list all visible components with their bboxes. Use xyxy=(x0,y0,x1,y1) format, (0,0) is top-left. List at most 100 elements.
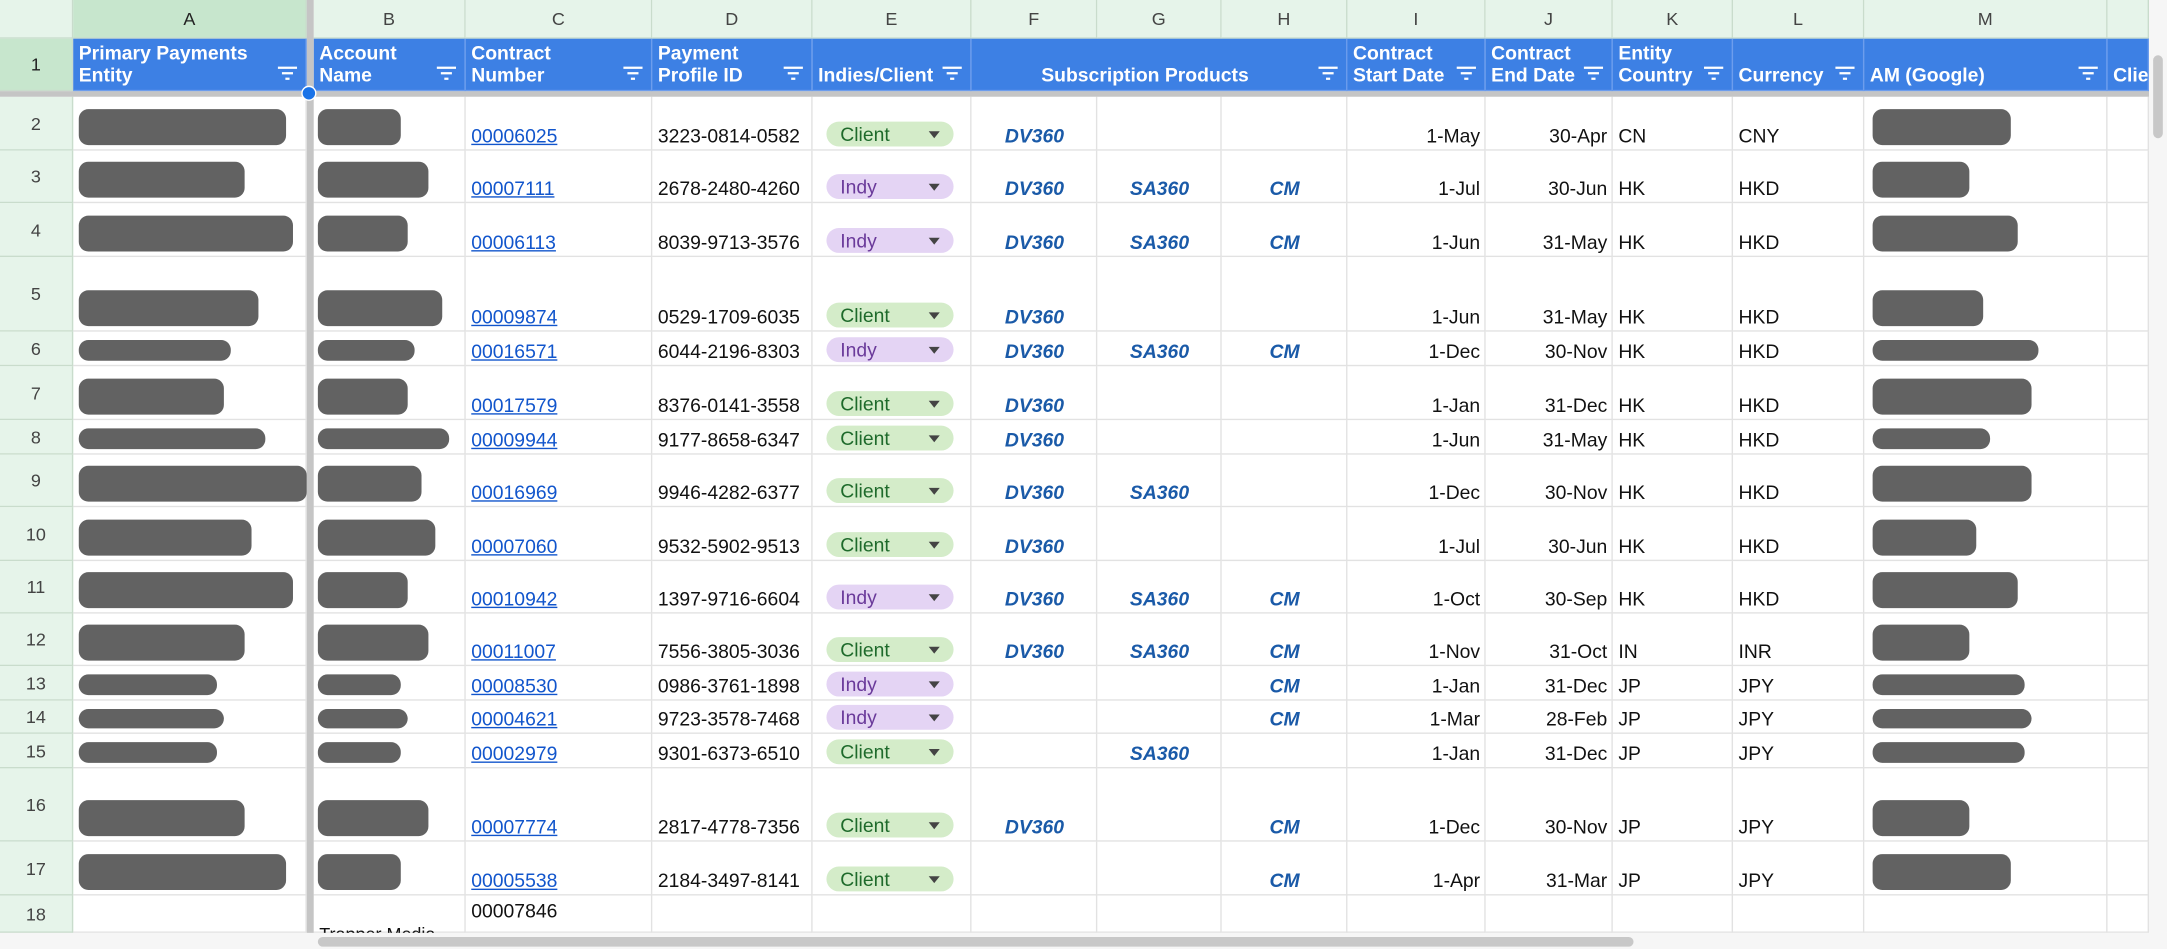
column-letter[interactable]: D xyxy=(652,0,813,39)
contract-number[interactable]: 00007060 xyxy=(471,534,558,557)
header-cell: Contract Start Date xyxy=(1347,38,1486,92)
row-number[interactable]: 15 xyxy=(0,733,74,769)
dropdown-chip[interactable]: Indy xyxy=(826,584,954,610)
cell xyxy=(1733,666,1865,701)
dropdown-chip[interactable]: Client xyxy=(826,637,954,662)
row-number[interactable]: 13 xyxy=(0,666,74,701)
dropdown-chip[interactable]: Client xyxy=(826,425,954,451)
v-scrollbar[interactable] xyxy=(2149,0,2167,933)
cell xyxy=(1612,895,1734,933)
row-number[interactable]: 17 xyxy=(0,841,74,896)
dropdown-chip[interactable]: Client xyxy=(826,739,954,765)
contract-number[interactable]: 00007111 xyxy=(471,176,555,200)
contract-number[interactable]: 00006025 xyxy=(471,124,558,147)
contract-number[interactable]: 00007774 xyxy=(471,815,558,838)
dropdown-chip[interactable]: Indy xyxy=(826,671,954,697)
contract-number[interactable]: 00010942 xyxy=(471,587,558,610)
row-number[interactable]: 4 xyxy=(0,203,74,258)
dropdown-chip[interactable]: Indy xyxy=(826,704,954,730)
cell xyxy=(73,331,307,367)
row-number[interactable]: 3 xyxy=(0,150,74,204)
type-cell: Client xyxy=(813,842,972,896)
row-number[interactable]: 1 xyxy=(0,38,74,92)
contract-number[interactable]: 00002979 xyxy=(471,742,558,765)
contract-number[interactable]: 00016571 xyxy=(471,339,558,363)
dropdown-chip[interactable]: Client xyxy=(826,866,954,892)
cell xyxy=(971,203,1098,258)
dropdown-chip[interactable]: Client xyxy=(826,391,954,416)
row-number[interactable]: 2 xyxy=(0,96,74,151)
column-letter[interactable]: F xyxy=(971,0,1098,39)
contract-number[interactable]: 00017579 xyxy=(471,393,558,416)
redaction xyxy=(1872,465,2032,502)
cell xyxy=(465,561,653,614)
dropdown-chip[interactable]: Client xyxy=(826,532,954,557)
filter-icon[interactable] xyxy=(1835,66,1855,80)
h-scroll-thumb[interactable] xyxy=(317,936,1634,947)
contract-number[interactable]: 00016969 xyxy=(471,480,558,504)
column-letter[interactable]: B xyxy=(313,0,466,39)
row-number[interactable]: 7 xyxy=(0,366,74,421)
filter-icon[interactable] xyxy=(436,66,457,80)
dropdown-chip[interactable]: Indy xyxy=(826,337,954,363)
dropdown-chip[interactable]: Client xyxy=(826,302,954,328)
contract-number[interactable]: 00009944 xyxy=(471,428,558,451)
contract-number[interactable]: 00005538 xyxy=(471,869,558,892)
cell xyxy=(1733,366,1865,421)
filter-icon[interactable] xyxy=(1583,66,1604,80)
currency: JPY xyxy=(1738,674,1775,697)
column-letter[interactable]: L xyxy=(1733,0,1865,39)
contract-number[interactable]: 00006113 xyxy=(471,230,556,253)
column-letter[interactable]: C xyxy=(465,0,653,39)
contract-number[interactable]: 00009874 xyxy=(471,305,558,328)
row-number[interactable]: 10 xyxy=(0,507,74,562)
cell xyxy=(1864,507,2108,562)
contract-number[interactable]: 00008530 xyxy=(471,674,558,697)
row-number[interactable]: 9 xyxy=(0,454,74,508)
cell xyxy=(313,895,466,933)
product: CM xyxy=(1269,587,1300,610)
filter-icon[interactable] xyxy=(1704,66,1724,80)
row-number[interactable]: 14 xyxy=(0,700,74,734)
cell xyxy=(313,454,466,508)
cell xyxy=(971,366,1098,421)
row-number[interactable]: 16 xyxy=(0,768,74,842)
column-letter[interactable]: G xyxy=(1097,0,1222,39)
cell xyxy=(971,895,1098,933)
contract-number[interactable]: 00011007 xyxy=(471,639,556,662)
dropdown-chip[interactable]: Indy xyxy=(826,174,954,200)
contract-number[interactable]: 00004621 xyxy=(471,707,558,730)
filter-icon[interactable] xyxy=(1318,66,1338,80)
row-number[interactable]: 8 xyxy=(0,420,74,455)
product: CM xyxy=(1269,639,1300,662)
dropdown-chip[interactable]: Indy xyxy=(826,228,954,253)
cell xyxy=(652,366,813,421)
column-letter[interactable]: E xyxy=(812,0,972,39)
dropdown-chip[interactable]: Client xyxy=(826,812,954,838)
column-letter[interactable]: J xyxy=(1485,0,1613,39)
filter-icon[interactable] xyxy=(623,66,643,80)
column-letter[interactable]: K xyxy=(1612,0,1734,39)
filter-icon[interactable] xyxy=(783,66,803,80)
filter-icon[interactable] xyxy=(942,66,962,80)
cell xyxy=(1485,733,1613,769)
row-number[interactable]: 6 xyxy=(0,331,74,367)
filter-icon[interactable] xyxy=(277,66,298,80)
selection-handle[interactable] xyxy=(301,85,317,101)
dropdown-chip[interactable]: Client xyxy=(826,121,954,147)
column-letter[interactable]: M xyxy=(1864,0,2108,39)
column-letter[interactable]: I xyxy=(1347,0,1486,39)
cell xyxy=(812,895,972,933)
filter-icon[interactable] xyxy=(1456,66,1476,80)
column-letter[interactable]: A xyxy=(73,0,307,39)
row-number[interactable]: 12 xyxy=(0,613,74,667)
row-number[interactable]: 5 xyxy=(0,257,74,332)
h-scrollbar[interactable] xyxy=(0,932,2167,949)
column-letter[interactable]: H xyxy=(1221,0,1348,39)
row-number[interactable]: 11 xyxy=(0,561,74,614)
v-scroll-thumb[interactable] xyxy=(2153,55,2163,139)
product: SA360 xyxy=(1129,587,1190,610)
filter-icon[interactable] xyxy=(2078,66,2098,80)
row-number[interactable]: 18 xyxy=(0,895,74,933)
dropdown-chip[interactable]: Client xyxy=(826,478,954,504)
